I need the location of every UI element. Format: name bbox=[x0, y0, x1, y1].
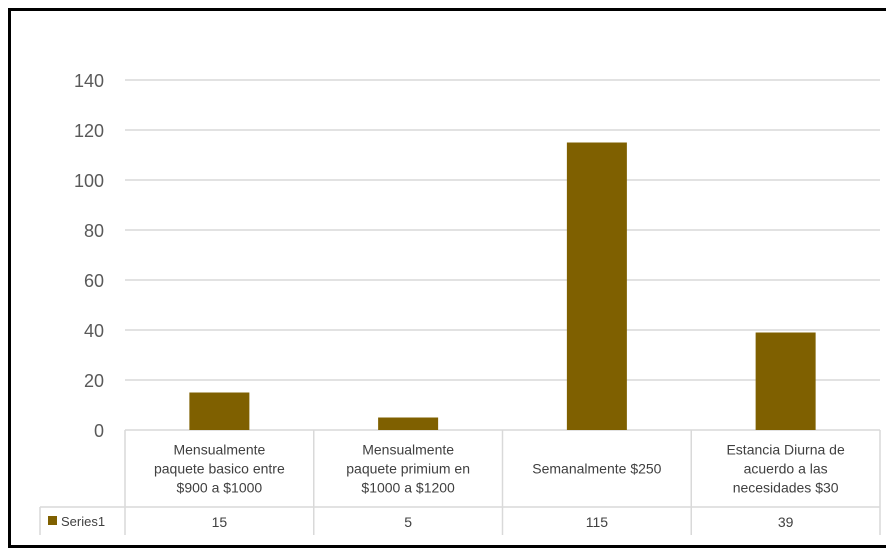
y-tick-label: 40 bbox=[84, 321, 104, 341]
category-label: Mensualmente paquete primium en $1000 a $1… bbox=[346, 442, 470, 496]
legend-swatch bbox=[48, 516, 57, 525]
y-tick-label: 80 bbox=[84, 221, 104, 241]
category-label-line: Mensualmente bbox=[173, 442, 265, 458]
data-value-label: 5 bbox=[404, 514, 412, 530]
y-tick-label: 20 bbox=[84, 371, 104, 391]
category-label-line: Semanalmente $250 bbox=[532, 461, 661, 477]
data-value-label: 39 bbox=[778, 514, 794, 530]
bar-chart: 0 20 40 60 80 100 120 140 Mensualmente paquete ba… bbox=[39, 71, 881, 535]
bar bbox=[755, 332, 816, 430]
y-tick-label: 140 bbox=[74, 71, 104, 91]
category-label-line: paquete primium en bbox=[346, 461, 470, 477]
category-label-line: $1000 a $1200 bbox=[361, 480, 455, 496]
bar bbox=[189, 392, 250, 430]
category-label: Semanalmente $250 bbox=[532, 461, 661, 477]
y-tick-label: 100 bbox=[74, 171, 104, 191]
y-tick-label: 0 bbox=[94, 421, 104, 441]
category-label: Estancia Diurna de acuerdo a las necesidad… bbox=[726, 442, 845, 496]
bar bbox=[566, 142, 627, 430]
bar bbox=[378, 417, 439, 430]
legend-label: Series1 bbox=[61, 514, 105, 529]
data-value-label: 15 bbox=[212, 514, 228, 530]
category-label: Mensualmente paquete basico entre $900 a $… bbox=[154, 442, 285, 496]
data-value-label: 115 bbox=[586, 514, 609, 530]
y-tick-label: 60 bbox=[84, 271, 104, 291]
category-label-line: acuerdo a las bbox=[744, 461, 828, 477]
category-label-line: $900 a $1000 bbox=[177, 480, 263, 496]
category-label-line: necesidades $30 bbox=[733, 480, 839, 496]
chart-frame bbox=[8, 8, 886, 548]
category-label-line: Mensualmente bbox=[362, 442, 454, 458]
category-label-line: Estancia Diurna de bbox=[726, 442, 845, 458]
category-label-line: paquete basico entre bbox=[154, 461, 285, 477]
y-tick-label: 120 bbox=[74, 121, 104, 141]
